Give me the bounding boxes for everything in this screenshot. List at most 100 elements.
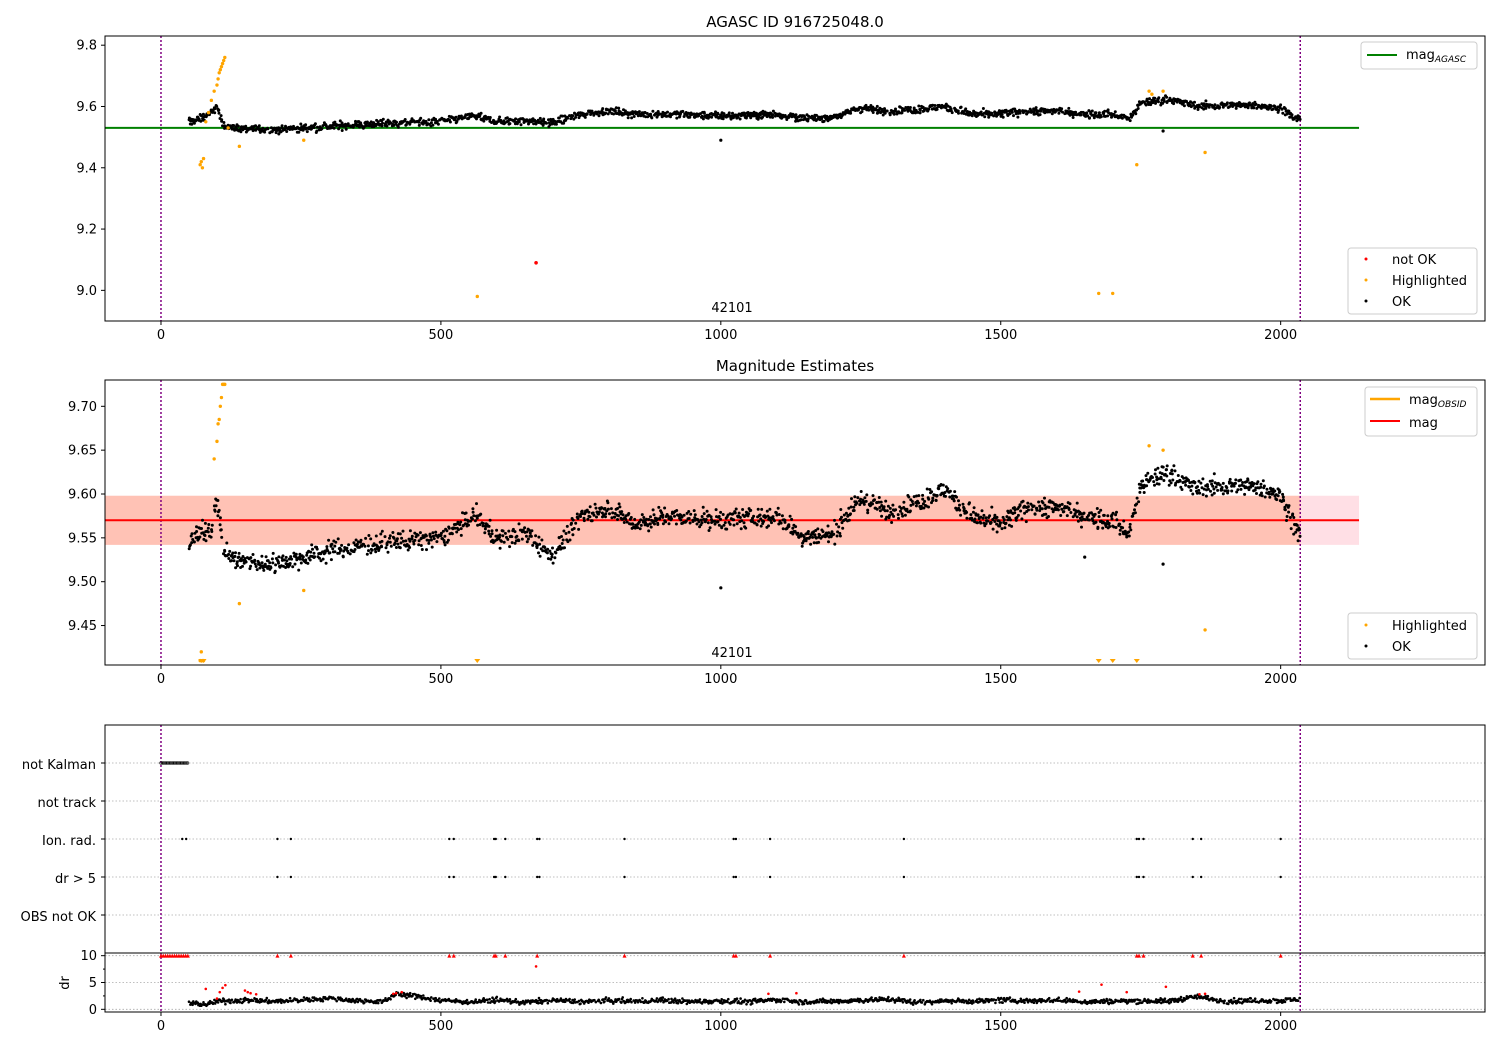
p3-dr-red-point-15 <box>1077 990 1081 993</box>
p2-ok-point-65 <box>230 559 233 563</box>
p3-dr-point-387 <box>495 995 499 999</box>
p2-ok-point-747 <box>684 519 688 523</box>
p2-ok-point-801 <box>722 523 726 527</box>
p2-ok-point-652 <box>624 517 628 521</box>
p2-ok-point-604 <box>592 513 596 517</box>
p2-ok-point-217 <box>325 545 329 549</box>
p2-ok-point-889 <box>779 521 783 525</box>
p1-highlighted-point-5 <box>206 110 211 115</box>
p2-ok-point-601 <box>590 519 594 523</box>
p1-ok-point-1205 <box>983 115 987 119</box>
p2-ok-point-326 <box>400 536 404 540</box>
p2-ok-point-936 <box>809 542 813 546</box>
p2-ok-point-1488 <box>1170 468 1174 472</box>
p2-ok-point-1292 <box>1043 496 1046 500</box>
p2-ok-point-75 <box>236 564 239 568</box>
p1-ok-point-1267 <box>1024 109 1028 113</box>
p2-ok-point-490 <box>513 541 517 545</box>
p2-ytick-label-4: 9.65 <box>68 444 97 459</box>
p3-ion-rad-mark-11 <box>623 837 626 841</box>
p2-ok-point-1130 <box>937 487 941 491</box>
p1-ok-point-198 <box>312 126 316 129</box>
p2-ok-point-341 <box>410 537 414 541</box>
p2-ok-point-1520 <box>1191 492 1195 496</box>
p2-ok-point-692 <box>649 515 652 519</box>
p2-ok-point-185 <box>305 553 309 557</box>
p3-ion-rad-mark-21 <box>1279 837 1282 841</box>
p2-ok-point-1462 <box>1153 472 1157 476</box>
p2-ok-point-1392 <box>1107 521 1111 525</box>
p2-ok-point-828 <box>740 519 744 523</box>
p2-ok-point-1644 <box>1275 498 1279 502</box>
p1-highlighted-point-0 <box>198 163 202 167</box>
p1-ok-point-90 <box>244 124 248 128</box>
p2-ok-point-2 <box>188 543 192 547</box>
p2-ok-point-489 <box>511 527 515 531</box>
p3-dr-point-1206 <box>1138 999 1142 1002</box>
p1-ok-point-496 <box>515 122 519 126</box>
p1-ok-point-778 <box>707 115 711 119</box>
p2-ok-point-1452 <box>1146 471 1150 475</box>
p1-ok-point-1641 <box>1271 107 1275 111</box>
p3-dr-point-1226 <box>1154 998 1158 1001</box>
p2-ok-point-1118 <box>930 490 934 494</box>
p2-ok-point-568 <box>567 530 571 534</box>
p2-ok-point-1173 <box>965 510 969 514</box>
p1-ok-point-875 <box>768 115 772 119</box>
p2-ok-point-1620 <box>1259 482 1263 486</box>
p2-ok-point-1077 <box>901 514 905 518</box>
p2-ok-point-696 <box>651 508 655 512</box>
p2-ok-point-1128 <box>935 494 939 497</box>
p2-ok-point-540 <box>548 549 552 553</box>
p2-ok-point-225 <box>329 558 333 562</box>
p2-ok-point-412 <box>458 523 462 527</box>
p1-ok-point-1132 <box>935 107 939 111</box>
p2-ok-point-977 <box>835 522 838 526</box>
p2-ok-point-397 <box>447 526 451 530</box>
p2-ok-point-637 <box>616 507 619 510</box>
p1-ok-point-1666 <box>1287 109 1291 113</box>
p2-ok-point-3 <box>189 534 193 538</box>
p2-ok-point-483 <box>508 545 512 549</box>
p2-ok-point-1572 <box>1228 477 1232 481</box>
p2-ok-point-864 <box>762 520 766 523</box>
p2-ok-point-1483 <box>1167 483 1171 487</box>
p1-ok-point-1656 <box>1281 111 1285 115</box>
p1-ok-point-1539 <box>1204 99 1208 103</box>
p2-ok-point-45 <box>216 514 220 518</box>
p3-ion-rad-mark-1 <box>184 837 188 841</box>
p2-ok-point-639 <box>617 514 620 518</box>
p2-ok-point-539 <box>546 557 550 561</box>
p1-ok-point-364 <box>427 118 431 122</box>
p1-ok-point-56 <box>222 121 226 124</box>
p3-dr-point-1326 <box>1232 996 1236 1000</box>
p2-ok-point-299 <box>380 539 384 543</box>
p2-ytick-label-5: 9.70 <box>68 400 97 415</box>
legend-status-2: Highlighted OK <box>1347 612 1478 660</box>
p1-ok-point-1363 <box>1088 116 1091 120</box>
p2-ok-point-482 <box>507 529 511 533</box>
p2-ok-point-434 <box>473 519 477 523</box>
p2-ok-point-713 <box>661 515 665 519</box>
figure-title: AGASC ID 916725048.0 <box>706 13 884 31</box>
p2-ok-point-1335 <box>1069 511 1073 514</box>
p2-ok-point-752 <box>688 521 692 525</box>
p2-ok-point-1221 <box>995 515 999 519</box>
panel-title-magnitude-estimates: Magnitude Estimates <box>716 357 874 375</box>
p2-ok-point-1086 <box>907 495 911 499</box>
p2-ok-point-47 <box>217 508 221 512</box>
p1-ok-point-568 <box>563 114 567 118</box>
p2-ok-point-1681 <box>1298 534 1302 538</box>
p1-ok-point-202 <box>315 129 319 133</box>
p1-ok-point-853 <box>754 111 758 115</box>
p3-dr-red-point-4 <box>224 983 227 987</box>
p1-ok-point-403 <box>455 120 459 123</box>
p1-ok-point-689 <box>645 112 649 115</box>
p2-ok-point-279 <box>369 537 373 541</box>
p2-ok-point-1584 <box>1236 488 1240 492</box>
p2-ok-point-367 <box>428 532 432 536</box>
p2-ok-point-26 <box>203 521 207 525</box>
p1-ok-point-738 <box>681 109 685 113</box>
p2-ok-point-431 <box>471 507 475 511</box>
p2-ok-point-42 <box>214 504 218 508</box>
